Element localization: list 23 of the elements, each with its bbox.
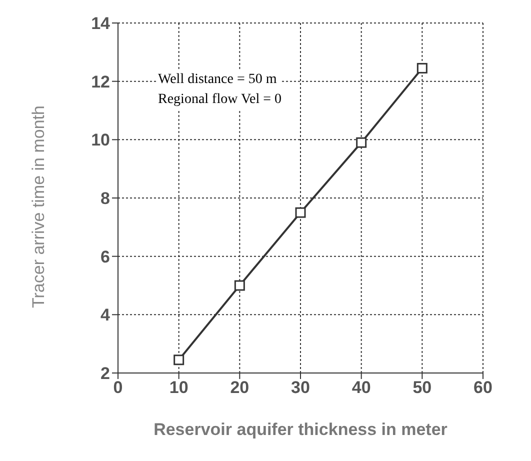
y-tick-label: 2 (100, 364, 110, 384)
x-tick-label: 60 (474, 378, 492, 398)
y-tick-label: 14 (91, 14, 111, 34)
y-tick-label: 6 (100, 247, 110, 266)
y-axis-title: Tracer arrive time in month (29, 106, 48, 308)
annotation: Well distance = 50 m (158, 71, 278, 89)
x-tick-label: 10 (169, 378, 188, 398)
point (234, 280, 245, 291)
x-tick-label: 50 (412, 378, 432, 398)
point (416, 62, 428, 74)
y-tick-label: 12 (91, 72, 110, 92)
y-tick-label: 4 (100, 306, 111, 325)
point (295, 207, 306, 218)
y-tick-label: 10 (91, 130, 110, 150)
x-tick-label: 30 (291, 378, 310, 398)
x-tick-label: 40 (352, 378, 371, 398)
y-tick-label: 8 (100, 189, 110, 208)
annotation: Regional flow Vel = 0 (158, 91, 282, 109)
point (174, 354, 184, 366)
point (356, 137, 367, 148)
x-axis-title: Reservoir aquifer thickness in meter (154, 420, 448, 439)
x-tick-label: 20 (230, 378, 250, 398)
x-tick-label: 0 (113, 378, 123, 398)
